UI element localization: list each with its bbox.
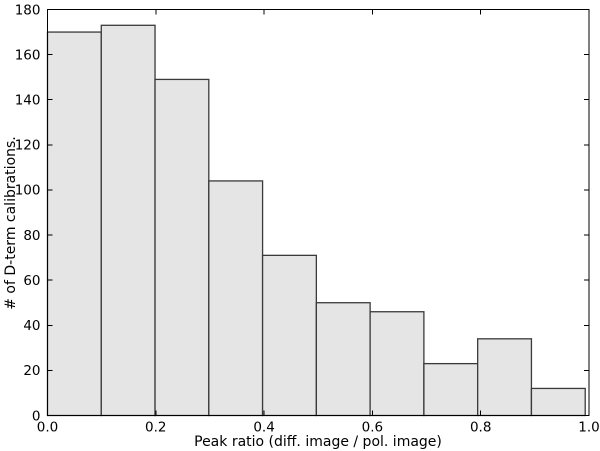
histogram-bar-8 — [477, 338, 533, 417]
histogram-bar-1 — [100, 24, 156, 417]
histogram-bar-3 — [208, 180, 264, 417]
histogram-bar-7 — [423, 362, 479, 417]
x-tick-label: 0.4 — [253, 420, 274, 436]
x-tick-label: 0.6 — [362, 420, 383, 436]
axes-box — [47, 9, 590, 416]
histogram-bar-9 — [530, 387, 586, 417]
x-tick-label: 0.8 — [470, 420, 491, 436]
x-tick-label: 0.0 — [37, 420, 58, 436]
y-tick-label: 140 — [15, 93, 41, 109]
y-tick-label: 160 — [15, 47, 41, 63]
x-tick-label: 1.0 — [578, 420, 599, 436]
y-tick-label: 40 — [23, 318, 40, 334]
y-tick-label: 20 — [23, 363, 40, 379]
y-tick-label: 120 — [15, 138, 41, 154]
y-tick-label: 100 — [15, 183, 41, 199]
histogram-bar-6 — [369, 311, 425, 417]
histogram-bar-0 — [46, 31, 102, 417]
y-tick-label: 80 — [23, 228, 40, 244]
x-tick-label: 0.2 — [145, 420, 166, 436]
y-tick-label: 0 — [32, 408, 41, 424]
x-axis-label: Peak ratio (diff. image / pol. image) — [194, 434, 442, 450]
histogram-bar-2 — [154, 78, 210, 417]
y-tick-label: 180 — [15, 2, 41, 18]
y-tick-label: 60 — [23, 273, 40, 289]
histogram-bar-4 — [261, 254, 318, 417]
histogram-bar-5 — [315, 302, 371, 417]
y-axis-label: # of D-term calibrations. — [3, 136, 19, 310]
